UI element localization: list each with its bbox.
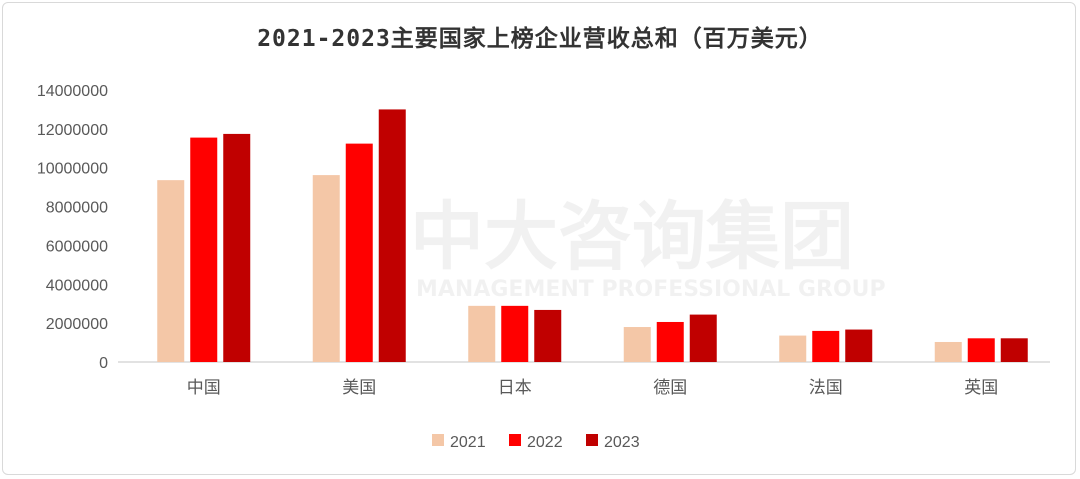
chart-title: 2021-2023主要国家上榜企业营收总和（百万美元） [257,25,823,52]
x-tick-label: 中国 [187,378,221,398]
legend-item-2022: 2022 [509,434,563,451]
y-tick-label: 2000000 [46,316,108,333]
bar-2021-美国 [312,175,340,362]
legend-label: 2023 [604,434,640,451]
bar-2022-英国 [967,338,995,362]
legend-item-2023: 2023 [586,434,640,451]
bar-2022-美国 [345,143,373,362]
legend-item-2021: 2021 [432,434,486,451]
y-tick-label: 10000000 [37,161,108,178]
bar-2022-法国 [812,330,840,362]
y-tick-label: 0 [99,355,108,372]
bar-2021-英国 [934,341,962,362]
bar-2023-德国 [689,314,717,362]
bar-2022-德国 [656,321,684,362]
watermark: 中大咨询集团 MANAGEMENT PROFESSIONAL GROUP [410,194,886,302]
x-tick-label: 法国 [809,378,843,398]
legend-swatch [432,434,444,446]
x-tick-label: 英国 [964,378,998,398]
y-tick-label: 8000000 [46,200,108,217]
bar-2021-中国 [157,180,185,362]
legend-label: 2021 [450,434,486,451]
bar-2023-法国 [845,329,873,362]
y-tick-label: 4000000 [46,277,108,294]
bar-2022-日本 [501,305,529,362]
legend-swatch [509,434,521,446]
bar-2021-日本 [468,305,496,362]
x-tick-label: 德国 [653,378,687,398]
bar-2021-法国 [779,335,807,362]
bar-2023-日本 [534,309,562,362]
watermark-cn: 中大咨询集团 [410,194,854,280]
legend-label: 2022 [527,434,563,451]
watermark-en: MANAGEMENT PROFESSIONAL GROUP [416,277,886,302]
bar-2023-中国 [223,133,251,362]
bar-2022-中国 [190,137,218,362]
x-tick-label: 日本 [498,378,532,398]
y-tick-label: 12000000 [37,122,108,139]
legend-swatch [586,434,598,446]
y-tick-label: 6000000 [46,238,108,255]
bar-2023-美国 [378,109,406,362]
bar-2021-德国 [623,327,651,362]
x-tick-label: 美国 [342,378,376,398]
y-tick-label: 14000000 [37,83,108,100]
bar-2023-英国 [1000,338,1028,362]
